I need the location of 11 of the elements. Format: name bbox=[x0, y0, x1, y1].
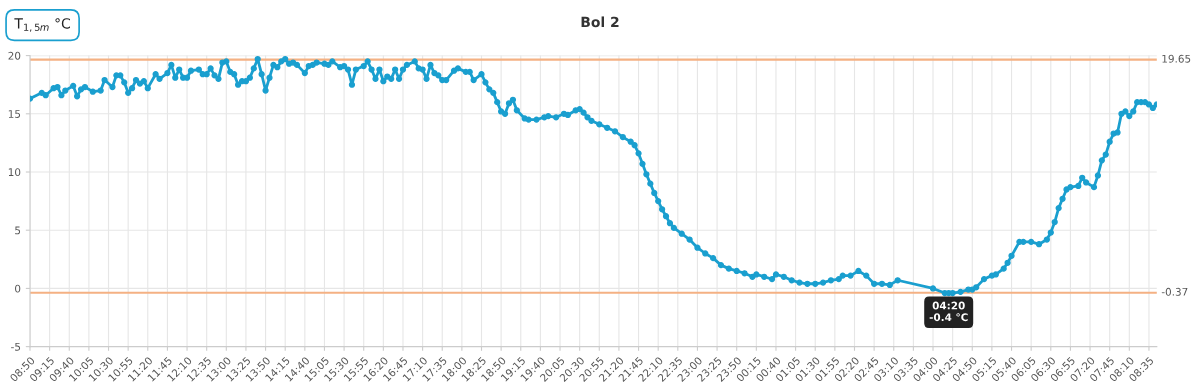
ref-line-label: -0.37 bbox=[1161, 287, 1188, 296]
y-tick-label: 10 bbox=[8, 168, 21, 177]
ref-line-label: 19.65 bbox=[1162, 54, 1191, 63]
y-tick-label: 0 bbox=[15, 284, 21, 293]
y-tick-label: 20 bbox=[8, 51, 21, 60]
y-tick-label: -5 bbox=[11, 342, 21, 351]
y-tick-label: 5 bbox=[15, 226, 21, 235]
chart-title: Bol 2 bbox=[581, 16, 619, 28]
y-tick-label: 15 bbox=[8, 110, 21, 118]
annotation: 04:20 -0.4 °C bbox=[929, 301, 968, 322]
text: T$_{1,5m}$ °C bbox=[14, 18, 70, 32]
